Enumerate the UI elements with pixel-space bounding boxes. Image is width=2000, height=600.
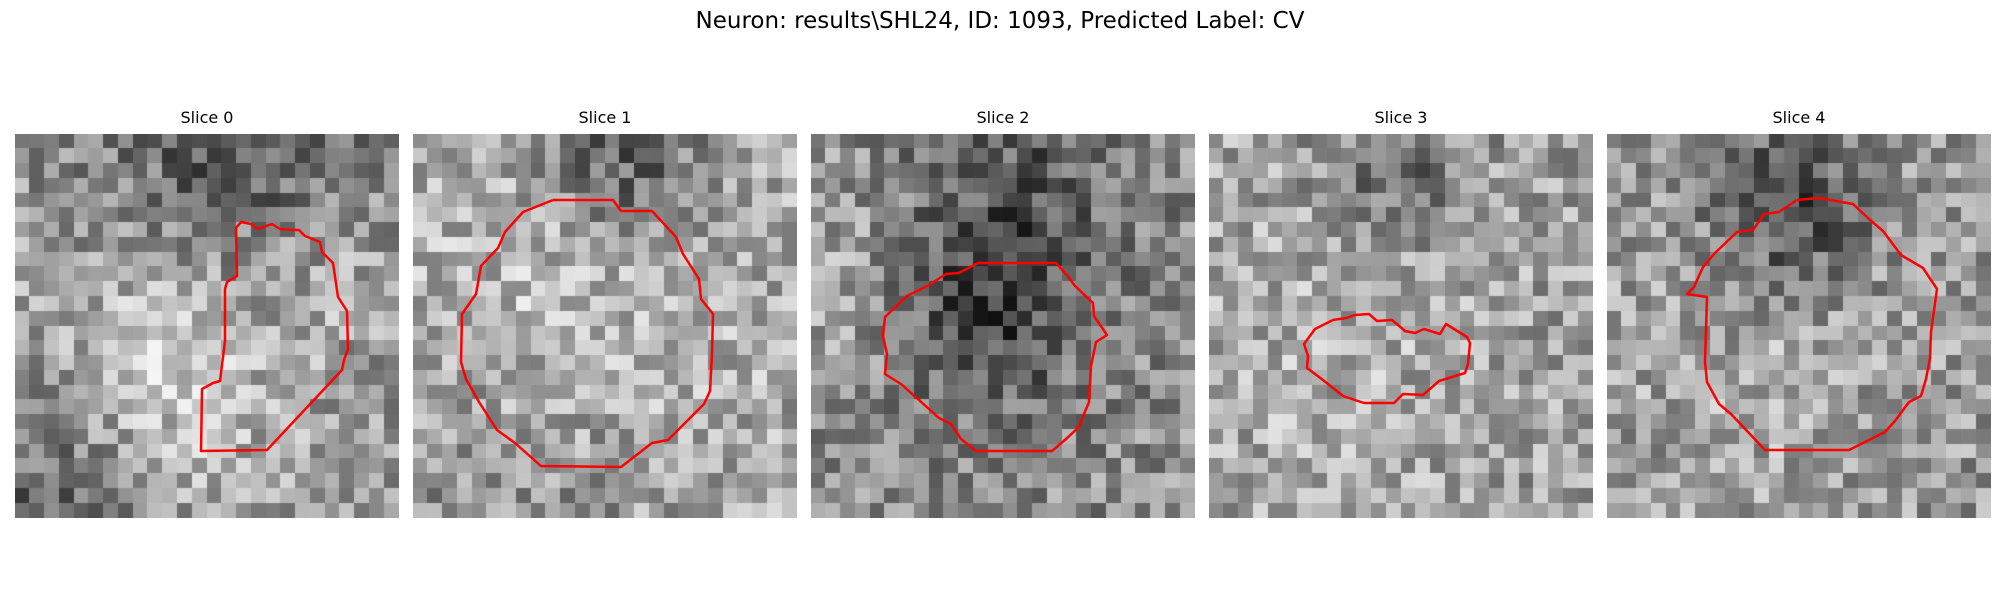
slice-title-3: Slice 3: [1374, 108, 1428, 127]
slice-image-4: [1607, 134, 1991, 518]
slice-image-1: [413, 134, 797, 518]
contour-overlay-0: [199, 220, 350, 453]
roi-contour-1: [459, 198, 715, 469]
contour-overlay-1: [459, 198, 715, 469]
slice-title-2: Slice 2: [976, 108, 1030, 127]
roi-contour-3: [1302, 312, 1472, 405]
slice-panel-1: Slice 1: [413, 108, 797, 518]
slice-title-0: Slice 0: [180, 108, 234, 127]
roi-contour-0: [199, 220, 350, 453]
roi-contour-2: [881, 261, 1109, 453]
contour-overlay-3: [1302, 312, 1472, 405]
slice-title-1: Slice 1: [578, 108, 632, 127]
slice-title-4: Slice 4: [1772, 108, 1826, 127]
contour-overlay-2: [881, 261, 1109, 453]
contour-overlay-4: [1685, 196, 1939, 452]
slice-panel-0: Slice 0: [15, 108, 399, 518]
slice-image-0: [15, 134, 399, 518]
slice-panel-4: Slice 4: [1607, 108, 1991, 518]
roi-contour-4: [1685, 196, 1939, 452]
slice-panel-3: Slice 3: [1209, 108, 1593, 518]
figure-title: Neuron: results\SHL24, ID: 1093, Predict…: [695, 8, 1305, 34]
slice-image-2: [811, 134, 1195, 518]
slice-panel-2: Slice 2: [811, 108, 1195, 518]
